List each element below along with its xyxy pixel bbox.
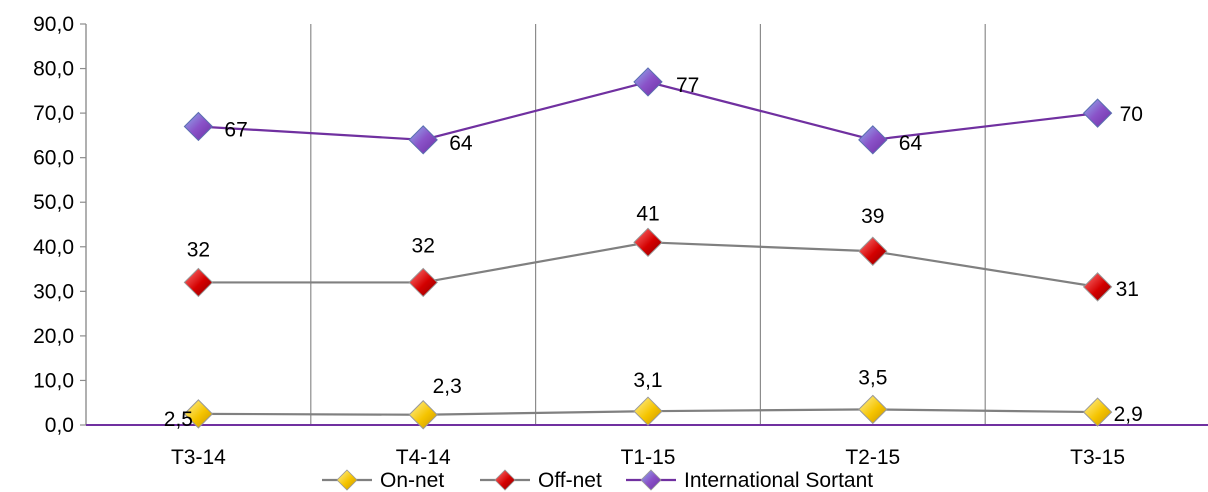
- x-tick-label: T4-14: [396, 446, 451, 469]
- legend-marker: [640, 469, 662, 491]
- legend-item: On-net: [322, 469, 444, 492]
- y-tick-label: 10,0: [33, 369, 74, 392]
- y-tick-label: 70,0: [33, 102, 74, 125]
- data-point-marker: [1082, 98, 1113, 128]
- data-label: 2,5: [164, 408, 193, 431]
- data-point-marker: [408, 125, 438, 155]
- data-point-marker: [183, 111, 214, 142]
- data-point-marker: [858, 394, 888, 425]
- legend-marker: [336, 469, 358, 491]
- x-tick-label: T3-14: [171, 446, 226, 469]
- series-0: [183, 394, 1113, 430]
- axes: 0,0 10,0 20,0 30,0 40,0 50,0 60,0 70,0 80,0 90,0 T…: [33, 13, 1208, 469]
- series-2: [183, 67, 1113, 155]
- x-tick-label: T1-15: [621, 446, 676, 469]
- y-tick-label: 0,0: [45, 414, 74, 437]
- legend-item: International Sortant: [626, 469, 873, 492]
- data-point-marker: [633, 67, 663, 97]
- y-tick-label: 20,0: [33, 325, 74, 348]
- y-tick-label: 80,0: [33, 58, 74, 81]
- data-labels: 2,5 2,3 3,1 3,5 2,9 32 32 41 39 31 67 64 77 64 70: [164, 74, 1143, 431]
- data-point-marker: [1082, 397, 1113, 427]
- y-tick-label: 90,0: [33, 13, 74, 36]
- vertical-gridlines: [85, 24, 986, 425]
- data-label: 67: [224, 118, 247, 141]
- x-tick-label: T3-15: [1070, 446, 1125, 469]
- y-tick-label: 30,0: [33, 280, 74, 303]
- data-label: 77: [676, 74, 699, 97]
- x-tick-label: T2-15: [845, 446, 900, 469]
- data-label: 3,5: [858, 366, 887, 389]
- data-point-marker: [183, 399, 214, 429]
- legend-item: Off-net: [480, 469, 602, 492]
- data-point-marker: [633, 227, 663, 258]
- data-label: 3,1: [633, 369, 662, 392]
- data-point-marker: [858, 125, 888, 155]
- data-label: 32: [187, 238, 210, 261]
- legend-marker: [494, 469, 516, 491]
- series-1: [183, 227, 1113, 302]
- legend-label: Off-net: [538, 469, 602, 492]
- legend-label: International Sortant: [684, 469, 873, 492]
- legend: On-net Off-net International Sortant: [322, 469, 873, 492]
- data-point-marker: [858, 236, 888, 266]
- data-label: 39: [861, 205, 884, 228]
- data-point-marker: [1082, 272, 1113, 302]
- y-tick-label: 40,0: [33, 236, 74, 259]
- legend-label: On-net: [380, 469, 444, 492]
- y-tick-label: 50,0: [33, 191, 74, 214]
- y-tick-label: 60,0: [33, 147, 74, 170]
- series-group: [183, 67, 1113, 430]
- data-point-marker: [633, 396, 663, 426]
- data-label: 2,9: [1114, 403, 1143, 426]
- data-label: 2,3: [433, 375, 462, 398]
- data-label: 32: [412, 234, 435, 257]
- data-label: 41: [636, 202, 659, 225]
- data-label: 64: [449, 132, 473, 155]
- data-point-marker: [408, 400, 438, 430]
- data-label: 31: [1116, 278, 1139, 301]
- data-label: 64: [899, 132, 923, 155]
- data-label: 70: [1120, 103, 1143, 126]
- data-point-marker: [408, 267, 438, 298]
- data-point-marker: [183, 267, 214, 298]
